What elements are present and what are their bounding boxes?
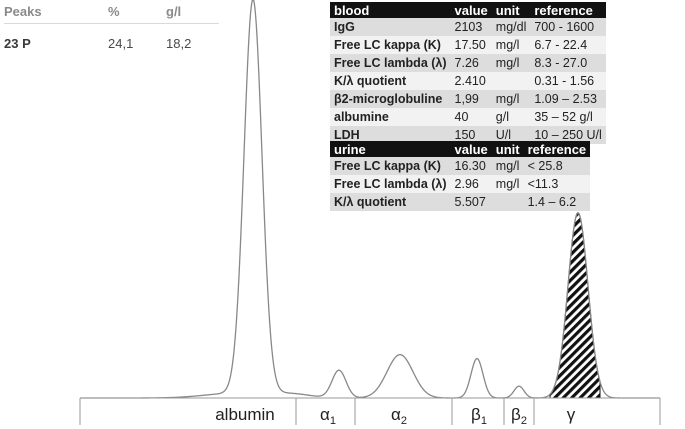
- blood-row: Free LC lambda (λ) 7.26 mg/l 8.3 - 27.0: [330, 54, 606, 72]
- blood-cell: 0.31 - 1.56: [530, 72, 606, 90]
- fraction-label-subscript: 2: [401, 415, 407, 427]
- fraction-label-main: β: [511, 405, 521, 424]
- urine-cell: 16.30: [450, 157, 492, 175]
- blood-cell: albumine: [330, 108, 451, 126]
- blood-cell: IgG: [330, 18, 451, 36]
- blood-col-name: blood: [330, 2, 451, 18]
- blood-row: β2-microglobuline 1,99 mg/l 1.09 – 2.53: [330, 90, 606, 108]
- peaks-col-percent: %: [108, 4, 120, 19]
- fraction-label-main: α: [391, 405, 401, 424]
- peaks-cell: 18,2: [166, 36, 192, 51]
- urine-col-value: value: [450, 141, 492, 157]
- fraction-label: α1: [320, 405, 336, 427]
- fraction-label-main: α: [320, 405, 330, 424]
- blood-cell: LDH: [330, 126, 451, 144]
- blood-table: blood value unit reference IgG 2103 mg/dl 7…: [330, 2, 606, 144]
- blood-cell: mg/l: [491, 36, 531, 54]
- blood-cell: 1,99: [450, 90, 492, 108]
- urine-cell: mg/l: [491, 157, 524, 175]
- urine-cell: [491, 193, 524, 211]
- blood-cell: β2-microglobuline: [330, 90, 451, 108]
- blood-cell: 700 - 1600: [530, 18, 606, 36]
- blood-header-row: blood value unit reference: [330, 2, 606, 18]
- blood-cell: 150: [450, 126, 492, 144]
- fraction-label-main: albumin: [215, 405, 275, 424]
- urine-cell: mg/l: [491, 175, 524, 193]
- blood-col-reference: reference: [530, 2, 606, 18]
- blood-cell: K/λ quotient: [330, 72, 451, 90]
- blood-cell: 17.50: [450, 36, 492, 54]
- blood-cell: mg/l: [491, 90, 531, 108]
- urine-table: urine value unit reference Free LC kappa…: [330, 141, 591, 211]
- peaks-col-name: Peaks: [4, 4, 42, 19]
- fraction-label-subscript: 2: [521, 415, 527, 427]
- blood-table-body: IgG 2103 mg/dl 700 - 1600 Free LC kappa (K) 1…: [330, 18, 606, 144]
- blood-cell: [491, 72, 531, 90]
- blood-cell: U/l: [491, 126, 531, 144]
- urine-cell: K/λ quotient: [330, 193, 451, 211]
- urine-col-reference: reference: [523, 141, 591, 157]
- fraction-label: γ: [567, 405, 576, 424]
- urine-header-row: urine value unit reference: [330, 141, 591, 157]
- fraction-label: β2: [511, 405, 527, 427]
- fraction-label-subscript: 1: [330, 415, 336, 427]
- blood-cell: 6.7 - 22.4: [530, 36, 606, 54]
- urine-col-unit: unit: [491, 141, 524, 157]
- peaks-col-gl: g/l: [166, 4, 182, 19]
- urine-col-name: urine: [330, 141, 451, 157]
- blood-cell: 40: [450, 108, 492, 126]
- blood-col-value: value: [450, 2, 492, 18]
- blood-cell: g/l: [491, 108, 531, 126]
- fraction-label-subscript: 1: [481, 415, 487, 427]
- blood-row: LDH 150 U/l 10 – 250 U/l: [330, 126, 606, 144]
- blood-cell: Free LC lambda (λ): [330, 54, 451, 72]
- peaks-cell: 24,1: [108, 36, 134, 51]
- fraction-label-main: γ: [567, 405, 576, 424]
- urine-row: Free LC lambda (λ) 2.96 mg/l <11.3: [330, 175, 591, 193]
- blood-cell: 1.09 – 2.53: [530, 90, 606, 108]
- peaks-row: 23 P 24,1 18,2: [4, 24, 219, 51]
- urine-row: K/λ quotient 5.507 1.4 – 6.2: [330, 193, 591, 211]
- blood-cell: 7.26: [450, 54, 492, 72]
- urine-table-body: Free LC kappa (K) 16.30 mg/l < 25.8 Free LC …: [330, 157, 591, 211]
- peaks-table: Peaks % g/l 23 P 24,1 18,2: [4, 4, 219, 51]
- fraction-label: α2: [391, 405, 407, 427]
- blood-cell: 2.410: [450, 72, 492, 90]
- electrophoresis-curve: [80, 0, 660, 399]
- blood-cell: mg/l: [491, 54, 531, 72]
- fraction-label-main: β: [471, 405, 481, 424]
- blood-cell: mg/dl: [491, 18, 531, 36]
- fraction-label: β1: [471, 405, 487, 427]
- gamma-peak-area: [549, 212, 601, 399]
- blood-row: albumine 40 g/l 35 – 52 g/l: [330, 108, 606, 126]
- urine-cell: 5.507: [450, 193, 492, 211]
- blood-row: K/λ quotient 2.410 0.31 - 1.56: [330, 72, 606, 90]
- urine-cell: Free LC kappa (K): [330, 157, 451, 175]
- blood-cell: 2103: [450, 18, 492, 36]
- urine-cell: 1.4 – 6.2: [523, 193, 591, 211]
- urine-cell: < 25.8: [523, 157, 591, 175]
- blood-row: IgG 2103 mg/dl 700 - 1600: [330, 18, 606, 36]
- blood-cell: Free LC kappa (K): [330, 36, 451, 54]
- peaks-summary: Peaks % g/l 23 P 24,1 18,2: [4, 4, 219, 51]
- blood-cell: 10 – 250 U/l: [530, 126, 606, 144]
- urine-cell: 2.96: [450, 175, 492, 193]
- blood-cell: 8.3 - 27.0: [530, 54, 606, 72]
- urine-cell: Free LC lambda (λ): [330, 175, 451, 193]
- urine-cell: <11.3: [523, 175, 591, 193]
- peaks-header-row: Peaks % g/l: [4, 4, 219, 24]
- blood-row: Free LC kappa (K) 17.50 mg/l 6.7 - 22.4: [330, 36, 606, 54]
- blood-col-unit: unit: [491, 2, 531, 18]
- fraction-label: albumin: [215, 405, 275, 424]
- urine-row: Free LC kappa (K) 16.30 mg/l < 25.8: [330, 157, 591, 175]
- peaks-cell: 23 P: [4, 36, 31, 51]
- blood-cell: 35 – 52 g/l: [530, 108, 606, 126]
